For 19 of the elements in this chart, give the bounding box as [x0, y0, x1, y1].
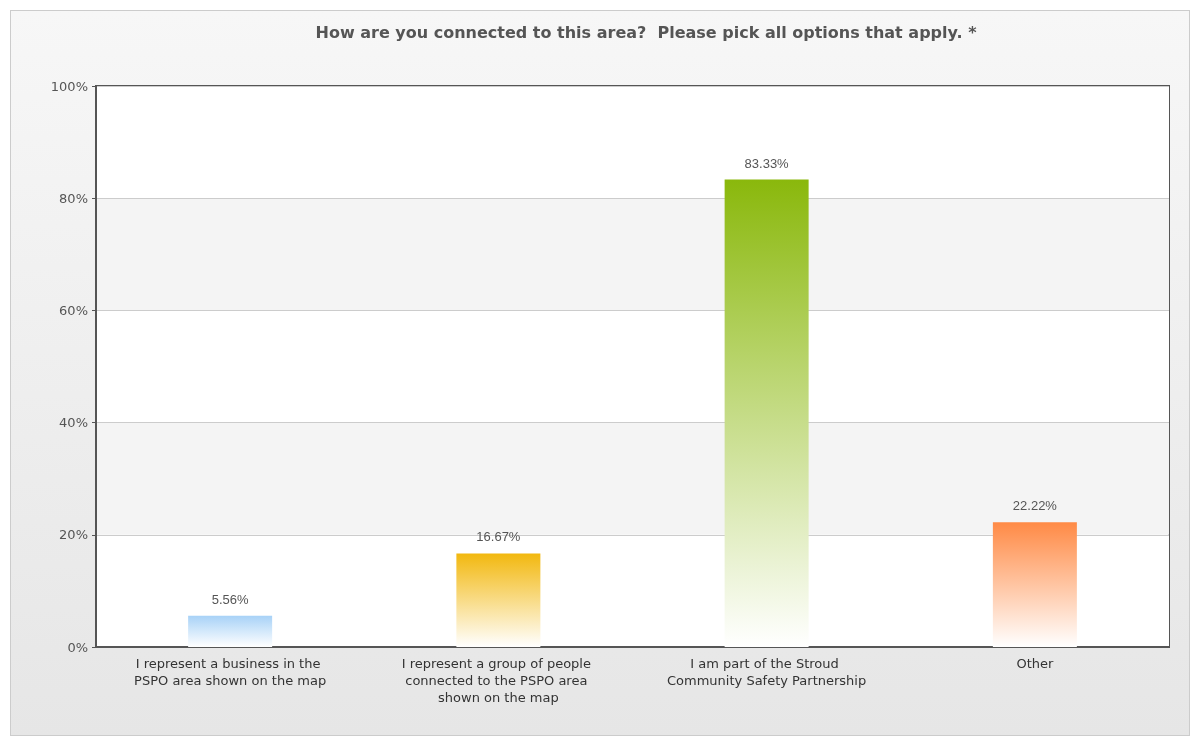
data-label: 16.67% [476, 529, 521, 545]
bar [456, 553, 541, 647]
bar [724, 179, 809, 647]
x-tick-label: I represent a group of people connected to the PSPO area shown on the map [401, 656, 596, 705]
y-tick-label: 0% [67, 639, 88, 655]
y-tick-label: 20% [59, 527, 88, 543]
y-tick-label: 100% [50, 78, 88, 94]
y-tick-label: 40% [59, 415, 88, 431]
data-label: 22.22% [1012, 498, 1058, 514]
x-tick-label: I am part of the Stroud Community Safety Partnership [667, 656, 867, 688]
data-label: 5.56% [211, 591, 249, 607]
y-tick-label: 80% [59, 190, 88, 206]
bar [992, 522, 1077, 647]
data-label: 83.33% [744, 155, 790, 171]
x-tick-label: I represent a business in the PSPO area shown on the map [134, 656, 327, 688]
chart-title: How are you connected to this area? Please pick all options that apply. * [315, 22, 978, 42]
y-tick-label: 60% [59, 302, 88, 318]
bar [188, 615, 273, 647]
x-tick-label: Other [1016, 656, 1054, 671]
